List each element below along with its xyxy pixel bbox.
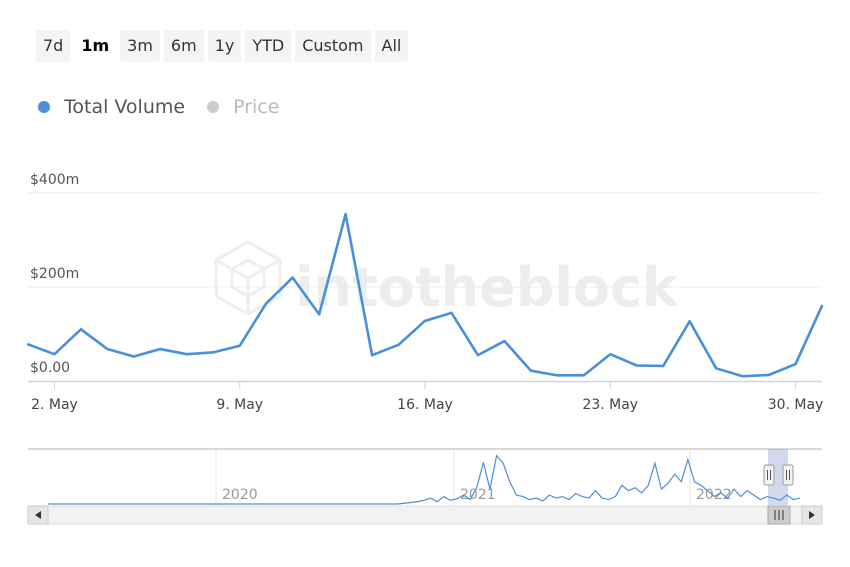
navigator-left-handle[interactable] (763, 464, 775, 486)
watermark-logo-icon (214, 240, 282, 316)
grid (28, 192, 822, 288)
data-point (688, 320, 691, 323)
data-point (476, 353, 480, 357)
y-tick-label: $0.00 (30, 360, 70, 376)
x-tick-label: 9. May (216, 397, 263, 413)
data-point (370, 353, 374, 357)
arrow-left-icon (35, 511, 41, 519)
data-point (820, 304, 824, 307)
range-button-1m[interactable]: 1m (74, 30, 117, 62)
x-tick-label: 23. May (582, 397, 638, 413)
data-point (767, 373, 771, 377)
series-line (27, 212, 824, 378)
navigator-right-handle[interactable] (782, 464, 794, 486)
data-point (317, 313, 321, 316)
navigator-series-line (48, 454, 801, 505)
legend-dot-icon (38, 101, 50, 113)
scrollbar-left-button[interactable] (27, 505, 49, 525)
data-point (106, 347, 109, 351)
range-button-all[interactable]: All (374, 30, 409, 62)
range-button-7d[interactable]: 7d (36, 30, 71, 62)
range-button-1y[interactable]: 1y (207, 30, 242, 62)
data-point (582, 374, 585, 377)
watermark-text: intotheblock (295, 256, 679, 319)
data-point (635, 364, 638, 367)
data-point (132, 355, 136, 358)
data-point (212, 351, 215, 354)
data-point (397, 343, 400, 347)
watermark: intotheblock (214, 240, 679, 319)
legend: Total Volume Price (38, 94, 301, 120)
data-point (185, 353, 188, 356)
range-selector: 7d 1m 3m 6m 1y YTD Custom All (36, 30, 409, 62)
data-point (291, 276, 294, 279)
data-point (741, 375, 744, 378)
y-tick-label: $400m (30, 172, 79, 188)
legend-dot-icon (207, 101, 220, 113)
x-axis: 2. May 9. May 16. May 23. May 30. May (28, 380, 824, 413)
range-button-3m[interactable]: 3m (120, 30, 160, 62)
y-axis: $0.00 $200m $400m (30, 172, 79, 376)
scrollbar-right-button[interactable] (801, 505, 823, 525)
data-point (529, 369, 533, 372)
data-point (503, 339, 506, 343)
scrollbar-track[interactable] (27, 505, 823, 525)
data-point (265, 302, 268, 305)
data-point (556, 374, 559, 377)
navigator: 2020 2021 2022 (27, 448, 823, 525)
data-point (79, 328, 83, 331)
legend-label: Price (233, 96, 280, 118)
legend-item-total-volume[interactable]: Total Volume (38, 96, 185, 118)
navigator-year-label: 2021 (460, 487, 496, 503)
legend-label: Total Volume (64, 96, 186, 118)
data-point (238, 344, 241, 347)
data-point (662, 364, 665, 368)
series-total-volume (26, 212, 824, 378)
data-point (423, 319, 427, 323)
data-point (159, 347, 162, 351)
range-button-ytd[interactable]: YTD (245, 30, 292, 62)
data-point (53, 353, 56, 356)
scrollbar-thumb[interactable] (767, 505, 791, 525)
navigator-year-label: 2022 (696, 487, 732, 503)
data-point (344, 212, 347, 216)
range-button-6m[interactable]: 6m (163, 30, 204, 62)
arrow-right-icon (809, 511, 815, 519)
data-point (794, 362, 797, 366)
range-button-custom[interactable]: Custom (295, 30, 371, 62)
data-point (26, 343, 30, 346)
navigator-year-label: 2020 (222, 487, 258, 503)
x-tick-label: 16. May (397, 397, 453, 413)
x-tick-label: 2. May (31, 397, 78, 413)
data-point (609, 353, 612, 356)
legend-item-price[interactable]: Price (207, 96, 279, 118)
data-point (714, 367, 718, 370)
x-tick-label: 30. May (768, 397, 824, 413)
navigator-selection[interactable] (768, 449, 788, 505)
data-point (450, 311, 453, 315)
y-tick-label: $200m (30, 266, 79, 282)
